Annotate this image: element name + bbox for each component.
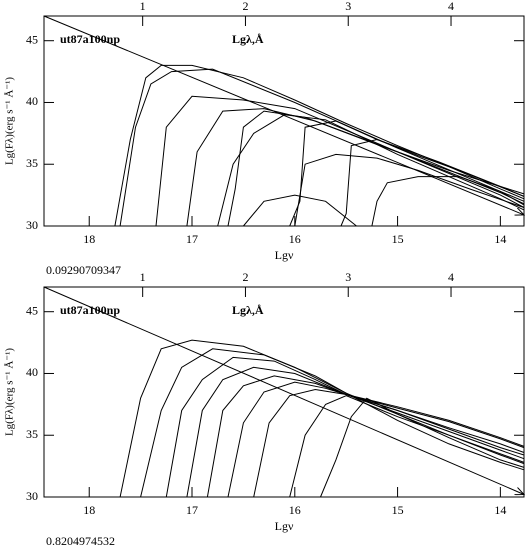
- curve: [340, 138, 525, 227]
- y-tick-label: 30: [26, 489, 38, 503]
- annotation: Lgλ,Å: [232, 303, 264, 317]
- curve: [119, 68, 525, 227]
- y-tick-label: 30: [26, 218, 38, 232]
- curve: [206, 375, 525, 498]
- curve: [155, 95, 525, 227]
- y-tick-label: 45: [26, 32, 38, 46]
- x2-tick-label: 4: [448, 270, 454, 284]
- curve: [186, 366, 525, 498]
- curve: [227, 381, 525, 498]
- y-tick-label: 35: [26, 427, 38, 441]
- curve: [165, 356, 525, 498]
- x2-tick-label: 3: [345, 0, 351, 13]
- x-tick-label: 15: [392, 232, 404, 246]
- curve: [294, 153, 525, 227]
- curve: [289, 395, 525, 498]
- x-tick-label: 18: [83, 503, 95, 517]
- curve: [140, 348, 525, 498]
- y-tick-label: 45: [26, 303, 38, 317]
- curve: [43, 286, 524, 495]
- x-tick-label: 15: [392, 503, 404, 517]
- curve: [227, 110, 525, 227]
- curve: [186, 108, 525, 227]
- plot-frame: [43, 15, 525, 227]
- y-axis-label: Lg(Fλ)(erg s⁻¹ Å⁻¹): [4, 77, 16, 165]
- x2-tick-label: 4: [448, 0, 454, 13]
- y-tick-label: 40: [26, 94, 38, 108]
- x2-tick-label: 2: [242, 0, 248, 13]
- x-tick-label: 14: [494, 232, 506, 246]
- x-tick-label: 16: [289, 503, 301, 517]
- curve: [371, 176, 525, 227]
- footnote: 0.8204974532: [46, 534, 115, 547]
- x-axis-label: Lgν: [275, 248, 294, 262]
- annotation: Lgλ,Å: [232, 32, 264, 46]
- x2-tick-label: 1: [140, 270, 146, 284]
- x-tick-label: 17: [186, 503, 198, 517]
- x-tick-label: 18: [83, 232, 95, 246]
- y-tick-label: 35: [26, 156, 38, 170]
- curve: [289, 120, 525, 227]
- x-tick-label: 17: [186, 232, 198, 246]
- x2-tick-label: 2: [242, 270, 248, 284]
- curve: [253, 388, 525, 498]
- panel-title: ut87a100np: [60, 32, 120, 46]
- curve: [217, 114, 525, 227]
- curve: [243, 194, 357, 227]
- footnote: 0.09290709347: [46, 263, 121, 277]
- x2-tick-label: 3: [345, 270, 351, 284]
- y-tick-label: 40: [26, 365, 38, 379]
- plot-frame: [43, 286, 525, 498]
- x-axis-label: Lgν: [275, 519, 294, 533]
- x-tick-label: 14: [494, 503, 506, 517]
- y-axis-label: Lg(Fλ)(erg s⁻¹ Å⁻¹): [4, 348, 16, 436]
- curve: [114, 64, 525, 227]
- panel-title: ut87a100np: [60, 303, 120, 317]
- x-tick-label: 16: [289, 232, 301, 246]
- curve: [320, 397, 525, 498]
- x2-tick-label: 1: [140, 0, 146, 13]
